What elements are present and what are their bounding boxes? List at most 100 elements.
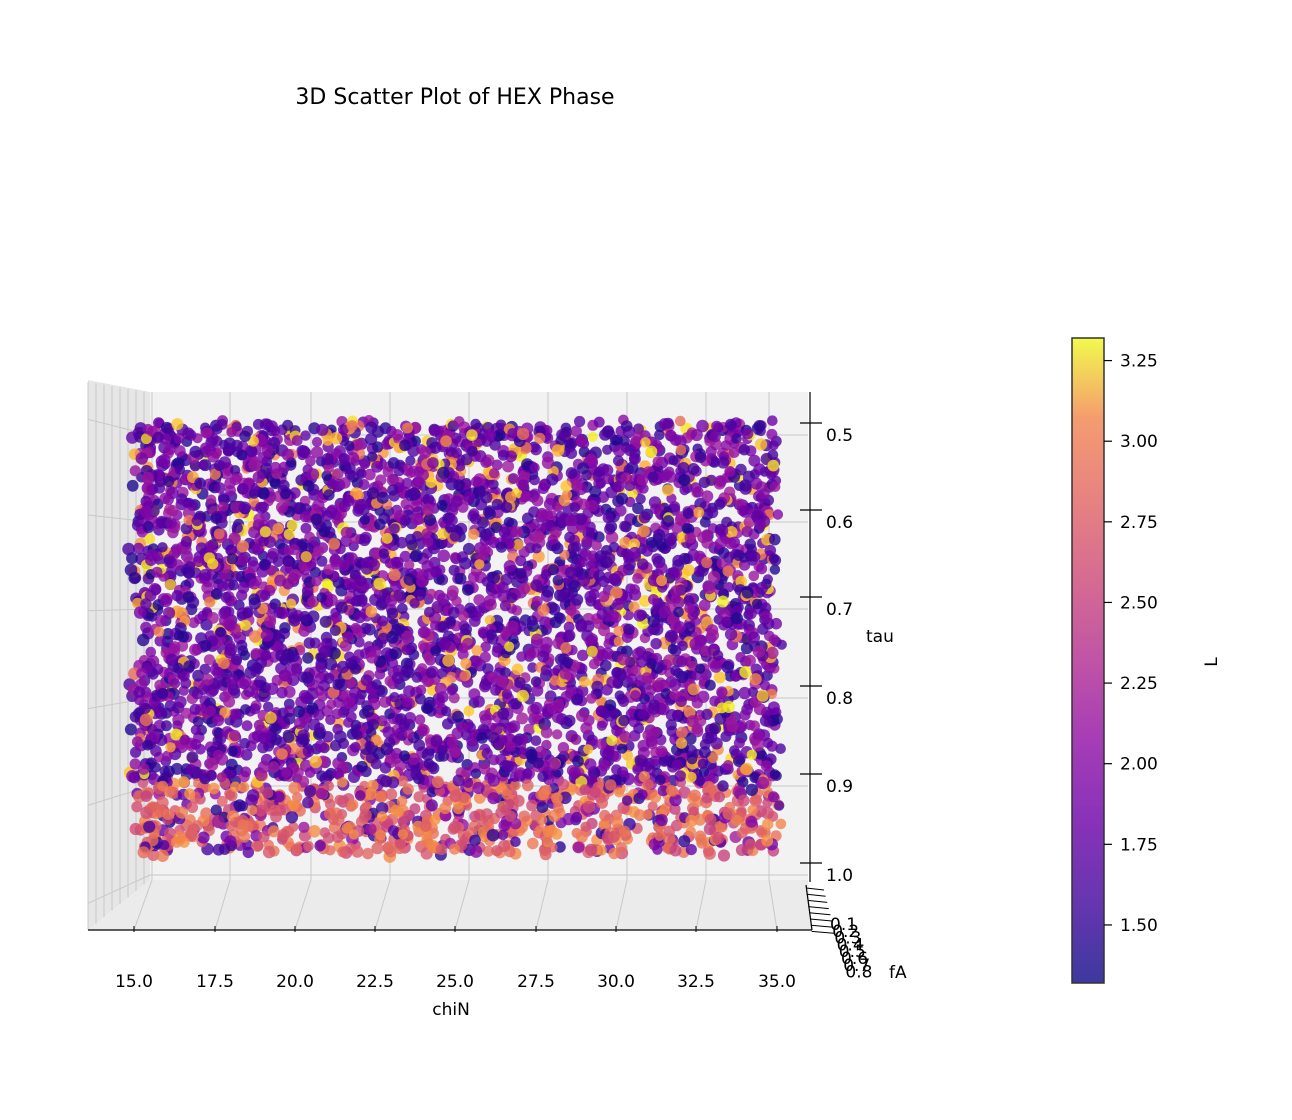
scatter-point (537, 801, 549, 813)
scatter-point (387, 484, 398, 495)
scatter-point (648, 594, 659, 605)
scatter-point (455, 573, 467, 585)
scatter-point (128, 772, 140, 784)
scatter-point (603, 474, 614, 485)
scatter-point (453, 775, 465, 787)
scatter-point (503, 722, 515, 734)
scatter-point (301, 551, 312, 562)
scatter-point (183, 591, 195, 603)
scatter-point (710, 431, 721, 442)
scatter-point (534, 433, 545, 444)
scatter-point (749, 720, 760, 731)
scatter-point (286, 811, 298, 823)
scatter-point (673, 607, 684, 618)
scatter-point (670, 665, 681, 676)
scatter-point (365, 823, 377, 835)
scatter-point (180, 735, 191, 746)
scatter-point (274, 575, 286, 587)
scatter-point (521, 491, 532, 502)
scatter-point (665, 536, 675, 546)
scatter-point (451, 596, 461, 606)
scatter-point (283, 555, 295, 567)
scatter-point (310, 567, 321, 578)
scatter-point (484, 595, 496, 607)
scatter-point (531, 634, 543, 646)
scatter-point (388, 457, 400, 469)
scatter-point (769, 534, 781, 546)
scatter-point (731, 612, 743, 624)
scatter-point (208, 783, 220, 795)
scatter-point (543, 826, 554, 837)
scatter-point (184, 788, 195, 799)
scatter-point (733, 550, 744, 561)
scatter-point (164, 504, 175, 515)
scatter-point (459, 557, 471, 569)
scatter-point (677, 641, 688, 652)
scatter-point (565, 567, 577, 579)
scatter-point (238, 819, 249, 830)
scatter-point (169, 641, 181, 653)
scatter-point (638, 709, 648, 719)
scatter-point (609, 573, 621, 585)
scatter-point (325, 594, 337, 606)
scatter-point (226, 427, 236, 437)
scatter-point (571, 480, 582, 491)
scatter-point (347, 452, 359, 464)
scatter-point (150, 762, 161, 773)
scatter-point (446, 685, 456, 695)
scatter-point (536, 814, 547, 825)
scatter-point (704, 823, 716, 835)
scatter-point (701, 709, 712, 720)
scatter-point (678, 835, 690, 847)
scatter-point (650, 638, 661, 649)
scatter-point (355, 790, 366, 801)
scatter-point (695, 452, 706, 463)
scatter-point (599, 759, 611, 771)
scatter-point (174, 831, 186, 843)
scatter-point (437, 593, 449, 605)
scatter-point (336, 602, 348, 614)
scatter-point (344, 697, 356, 709)
scatter-point (140, 714, 153, 727)
scatter-point (702, 490, 714, 502)
scatter-point (387, 608, 398, 619)
scatter-point (223, 696, 235, 708)
scatter-point (655, 745, 667, 757)
scatter-point (499, 527, 511, 539)
scatter-point (275, 650, 287, 662)
scatter-point (700, 517, 711, 528)
scatter-point (219, 456, 231, 468)
scatter-point (656, 575, 667, 586)
scatter-point (649, 756, 660, 767)
scatter-point (402, 697, 412, 707)
scatter-point (185, 764, 196, 775)
scatter-point (579, 676, 590, 687)
scatter-point (396, 537, 408, 549)
scatter-point (155, 636, 166, 647)
scatter-point (253, 471, 265, 483)
scatter-point (713, 650, 724, 661)
scatter-point (217, 419, 228, 430)
scatter-point (542, 457, 554, 469)
scatter-point (197, 832, 209, 844)
scatter-point (200, 640, 211, 651)
scatter-point (240, 676, 252, 688)
scatter-point (717, 780, 728, 791)
scatter-point (312, 499, 324, 511)
scatter-point (201, 427, 212, 438)
scatter-point (192, 515, 203, 526)
scatter-point (634, 809, 646, 821)
scatter-point (204, 597, 215, 608)
scatter-point (531, 735, 542, 746)
scatter-point (204, 654, 215, 665)
scatter-point (337, 846, 348, 857)
scatter-point (212, 714, 224, 726)
scatter-point (714, 671, 726, 683)
scatter-point (739, 709, 750, 720)
scatter-point (323, 564, 334, 575)
scatter-point (529, 463, 539, 473)
scatter-point (387, 776, 399, 788)
scatter-point (322, 510, 333, 521)
scatter-point (349, 829, 359, 839)
scatter-point (178, 776, 190, 788)
